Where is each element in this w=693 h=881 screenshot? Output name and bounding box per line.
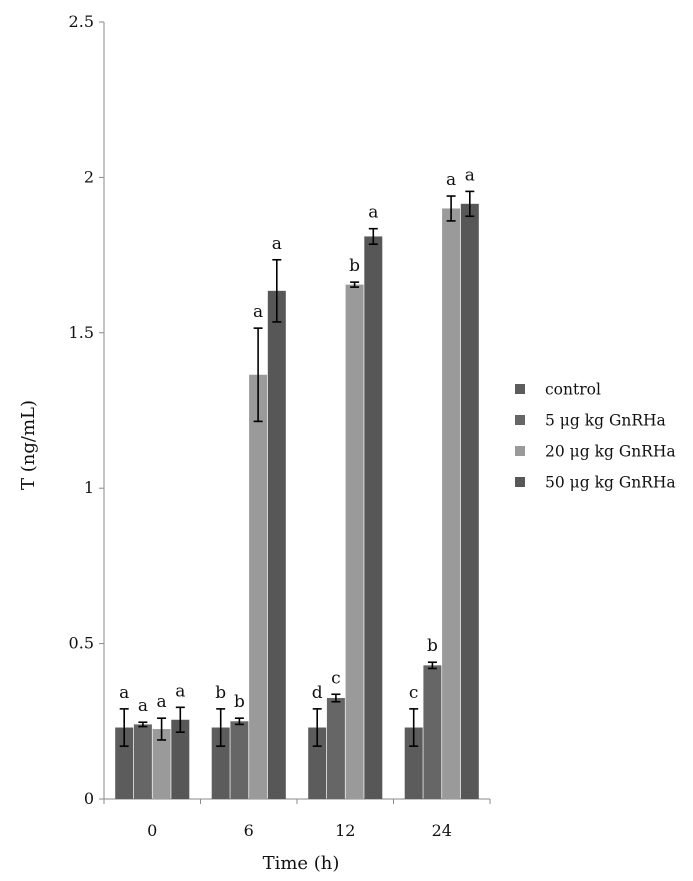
bar	[267, 290, 286, 799]
bar	[152, 729, 171, 799]
legend-label: 20 μg kg GnRHa	[545, 443, 676, 461]
bar	[171, 719, 190, 799]
x-tick-label: 24	[432, 821, 452, 840]
y-axis-label: T (ng/mL)	[18, 400, 39, 490]
significance-letter: b	[349, 256, 360, 276]
legend-label: 5 μg kg GnRHa	[545, 412, 666, 430]
significance-letter: a	[446, 170, 456, 190]
significance-letter: a	[368, 203, 378, 223]
significance-letter: c	[409, 683, 419, 703]
legend-label: control	[545, 381, 601, 399]
legend-label: 50 μg kg GnRHa	[545, 474, 676, 492]
significance-letter: a	[253, 302, 263, 322]
y-axis: 0 0.5 1 1.5 2 2.5	[69, 12, 105, 808]
x-tick-label: 0	[147, 821, 157, 840]
bar	[460, 203, 479, 799]
bar	[249, 374, 268, 799]
significance-letter: d	[312, 683, 323, 703]
significance-letter: b	[427, 636, 438, 656]
legend-swatch	[515, 477, 525, 487]
bar	[364, 236, 383, 799]
significance-letter: a	[272, 234, 282, 254]
error-bars	[119, 190, 475, 747]
significance-letter: a	[175, 681, 185, 701]
y-tick-label: 0	[84, 789, 94, 808]
significance-letter: b	[215, 683, 226, 703]
bars	[115, 203, 479, 800]
y-tick-label: 1.5	[69, 323, 94, 342]
y-tick-label: 1	[84, 478, 94, 497]
significance-letter: b	[234, 692, 245, 712]
significance-letter: c	[331, 668, 341, 688]
y-tick-label: 2	[84, 167, 94, 186]
significance-letter: a	[465, 165, 475, 185]
legend-swatch	[515, 384, 525, 394]
y-tick-label: 0.5	[69, 634, 94, 653]
legend-swatch	[515, 446, 525, 456]
bar	[423, 665, 442, 799]
significance-letter: a	[138, 696, 148, 716]
significance-letter: a	[157, 692, 167, 712]
significance-letter: a	[119, 683, 129, 703]
bar	[442, 208, 461, 800]
bar	[345, 284, 364, 800]
bar	[326, 697, 345, 799]
bar	[230, 721, 249, 799]
bar	[133, 724, 152, 799]
legend: control 5 μg kg GnRHa 20 μg kg GnRHa 50 μg …	[515, 381, 676, 492]
x-axis-label: Time (h)	[263, 853, 340, 874]
x-tick-label: 12	[335, 821, 355, 840]
y-tick-label: 2.5	[69, 12, 94, 31]
x-axis: 0 6 12 24	[103, 798, 491, 840]
x-tick-label: 6	[244, 821, 254, 840]
legend-swatch	[515, 415, 525, 425]
